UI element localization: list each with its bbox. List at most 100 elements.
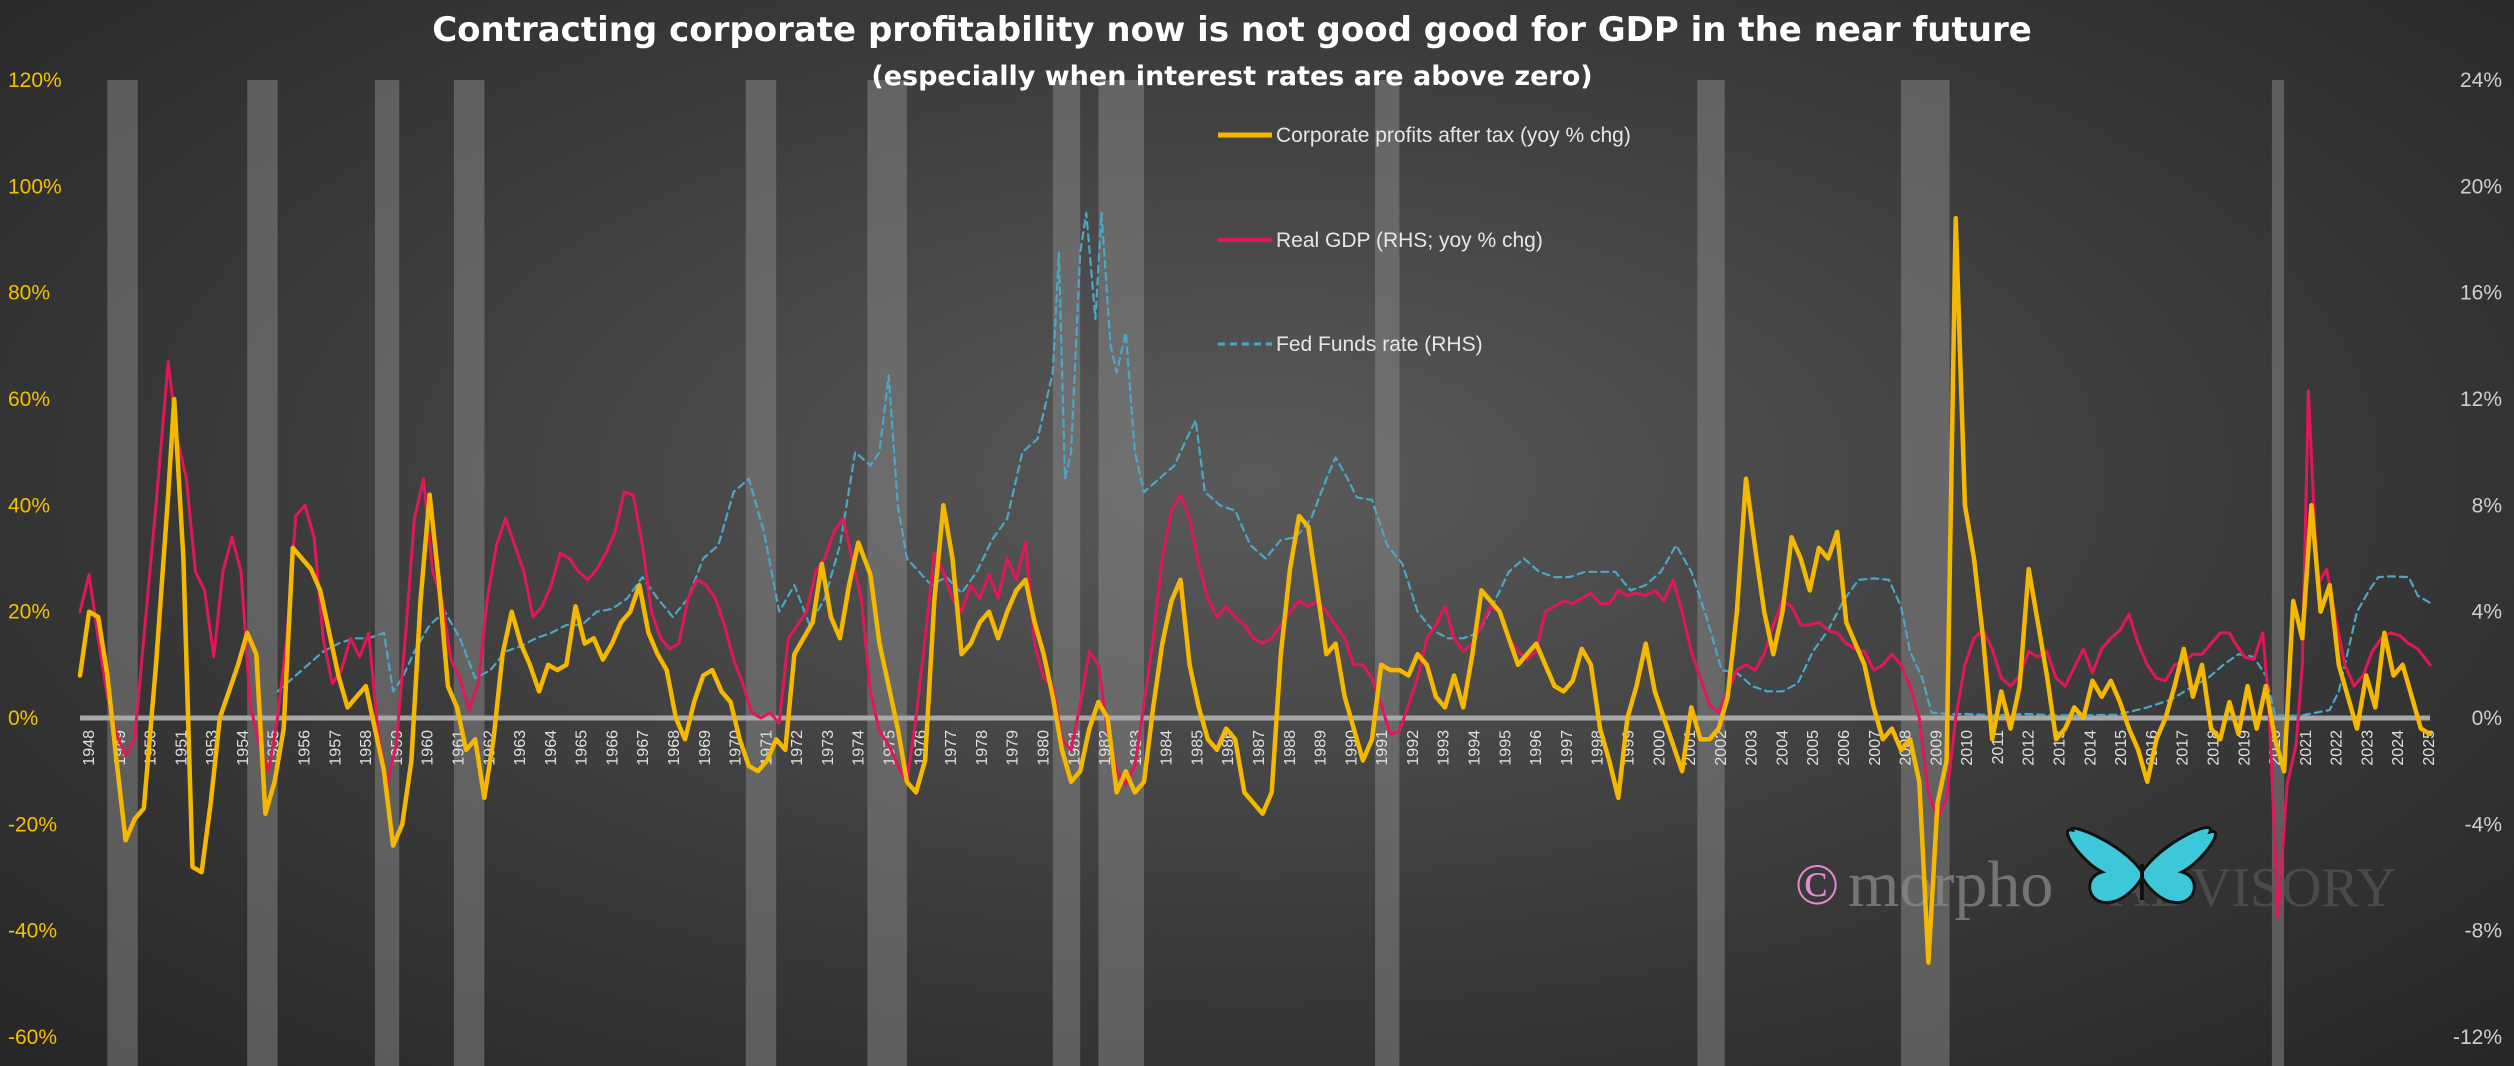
x-tick-label: 2017 bbox=[2175, 730, 2192, 766]
recession-band bbox=[867, 80, 907, 1066]
x-tick-label: 2021 bbox=[2298, 730, 2315, 766]
x-tick-label: 2010 bbox=[1959, 730, 1976, 766]
x-tick-label: 1964 bbox=[543, 730, 560, 766]
x-tick-label: 2019 bbox=[2236, 730, 2253, 766]
x-tick-label: 1967 bbox=[635, 730, 652, 766]
x-tick-label: 1973 bbox=[820, 730, 837, 766]
x-tick-label: 1960 bbox=[420, 730, 437, 766]
x-tick-label: 2006 bbox=[1836, 730, 1853, 766]
x-tick-label: 1980 bbox=[1035, 730, 1052, 766]
right-y-tick-label: 24% bbox=[2460, 69, 2502, 92]
x-tick-label: 1954 bbox=[235, 730, 252, 766]
right-y-tick-label: 4% bbox=[2472, 601, 2502, 624]
left-y-tick-label: 60% bbox=[8, 388, 50, 411]
watermark-brand: morpho bbox=[1848, 848, 2053, 921]
right-y-tick-label: 0% bbox=[2472, 707, 2502, 730]
legend-label-gdp: Real GDP (RHS; yoy % chg) bbox=[1276, 229, 1543, 252]
x-tick-label: 1988 bbox=[1282, 730, 1299, 766]
recession-band bbox=[1098, 80, 1145, 1066]
left-y-tick-label: 0% bbox=[8, 707, 38, 730]
x-tick-label: 1956 bbox=[297, 730, 314, 766]
x-tick-label: 1974 bbox=[851, 730, 868, 766]
x-tick-label: 1987 bbox=[1251, 730, 1268, 766]
recession-band bbox=[374, 80, 400, 1066]
right-y-axis: -12% -8% -4% 0% 4% 8% 12% 16% 20% 24% bbox=[2453, 69, 2502, 1049]
right-y-tick-label: 8% bbox=[2472, 494, 2502, 517]
recession-bands bbox=[107, 80, 2285, 1066]
x-tick-label: 2000 bbox=[1651, 730, 1668, 766]
right-y-tick-label: 12% bbox=[2460, 388, 2502, 411]
x-tick-label: 1996 bbox=[1528, 730, 1545, 766]
x-tick-label: 1984 bbox=[1159, 730, 1176, 766]
x-tick-label: 1978 bbox=[974, 730, 991, 766]
x-tick-label: 1997 bbox=[1559, 730, 1576, 766]
left-y-tick-label: -20% bbox=[8, 813, 57, 836]
x-tick-label: 1965 bbox=[574, 730, 591, 766]
recession-band bbox=[107, 80, 138, 1066]
right-y-tick-label: -8% bbox=[2465, 920, 2502, 943]
right-y-tick-label: -4% bbox=[2465, 813, 2502, 836]
x-tick-label: 1948 bbox=[81, 730, 98, 766]
x-tick-label: 1972 bbox=[789, 730, 806, 766]
left-y-tick-label: 80% bbox=[8, 282, 50, 305]
x-tick-label: 2023 bbox=[2359, 730, 2376, 766]
x-tick-label: 2002 bbox=[1713, 730, 1730, 766]
recession-band bbox=[1697, 80, 1725, 1066]
left-y-axis: -60% -40% -20% 0% 20% 40% 60% 80% 100% 120% bbox=[8, 69, 62, 1049]
right-y-tick-label: -12% bbox=[2453, 1026, 2502, 1049]
chart-subtitle: (especially when interest rates are abov… bbox=[871, 61, 1592, 92]
series-layer bbox=[77, 211, 2433, 965]
left-y-tick-label: 100% bbox=[8, 175, 62, 198]
left-y-tick-label: -60% bbox=[8, 1026, 57, 1049]
x-tick-label: 1991 bbox=[1374, 730, 1391, 766]
legend: Corporate profits after tax (yoy % chg) … bbox=[1218, 124, 1631, 356]
x-tick-label: 1968 bbox=[666, 730, 683, 766]
x-tick-label: 1981 bbox=[1066, 730, 1083, 766]
x-tick-label: 2007 bbox=[1867, 730, 1884, 766]
x-tick-label: 2009 bbox=[1928, 730, 1945, 766]
recession-band bbox=[247, 80, 278, 1066]
x-tick-label: 1979 bbox=[1005, 730, 1022, 766]
chart-title: Contracting corporate profitability now … bbox=[432, 10, 2032, 50]
x-tick-label: 2012 bbox=[2021, 730, 2038, 766]
x-tick-label: 1957 bbox=[327, 730, 344, 766]
watermark-copyright: © bbox=[1795, 852, 1839, 917]
x-tick-label: 1958 bbox=[358, 730, 375, 766]
x-tick-label: 2025 bbox=[2421, 730, 2438, 766]
left-y-tick-label: 20% bbox=[8, 601, 50, 624]
left-y-tick-label: -40% bbox=[8, 920, 57, 943]
left-y-tick-label: 40% bbox=[8, 494, 50, 517]
x-tick-label: 2004 bbox=[1774, 730, 1791, 766]
recession-band bbox=[1375, 80, 1400, 1066]
butterfly-logo-icon bbox=[2065, 826, 2218, 904]
x-tick-label: 1994 bbox=[1467, 730, 1484, 766]
x-tick-label: 1993 bbox=[1436, 730, 1453, 766]
gdp-series-line bbox=[78, 360, 2432, 919]
recession-band bbox=[1052, 80, 1081, 1066]
left-y-tick-label: 120% bbox=[8, 69, 62, 92]
legend-label-profits: Corporate profits after tax (yoy % chg) bbox=[1276, 124, 1631, 147]
x-tick-label: 2015 bbox=[2113, 730, 2130, 766]
right-y-tick-label: 20% bbox=[2460, 175, 2502, 198]
x-tick-label: 1963 bbox=[512, 730, 529, 766]
recession-band bbox=[453, 80, 485, 1066]
x-tick-label: 1977 bbox=[943, 730, 960, 766]
x-tick-label: 1966 bbox=[604, 730, 621, 766]
x-tick-label: 2005 bbox=[1805, 730, 1822, 766]
x-tick-label: 2003 bbox=[1744, 730, 1761, 766]
profits-series-line bbox=[77, 215, 2433, 965]
right-y-tick-label: 16% bbox=[2460, 282, 2502, 305]
x-tick-label: 1989 bbox=[1313, 730, 1330, 766]
x-tick-label: 1969 bbox=[697, 730, 714, 766]
x-tick-label: 1992 bbox=[1405, 730, 1422, 766]
x-tick-label: 2014 bbox=[2082, 730, 2099, 766]
x-tick-label: 2022 bbox=[2329, 730, 2346, 766]
x-tick-label: 1951 bbox=[173, 730, 190, 766]
x-axis: 1948 1949 1950 1951 1953 1954 1955 1956 1957 1958… bbox=[81, 730, 2438, 766]
x-tick-label: 2024 bbox=[2390, 730, 2407, 766]
legend-label-fedfunds: Fed Funds rate (RHS) bbox=[1276, 333, 1483, 356]
watermark: © morpho ADVISORY bbox=[1795, 826, 2396, 921]
x-tick-label: 1995 bbox=[1497, 730, 1514, 766]
